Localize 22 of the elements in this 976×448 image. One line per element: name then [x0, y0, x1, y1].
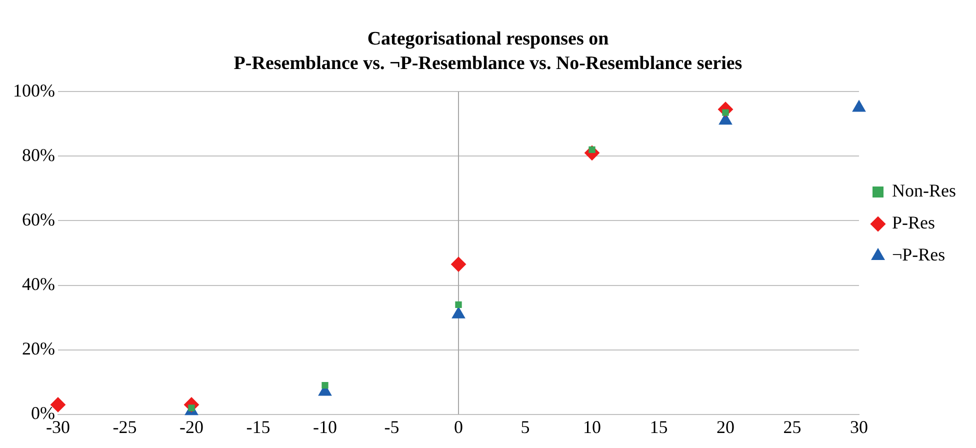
x-tick-label: 0 — [454, 416, 463, 437]
x-tick-label: 5 — [520, 416, 530, 437]
chart-title: Categorisational responses on — [367, 28, 610, 50]
legend-label: Non-Res — [892, 180, 956, 201]
x-tick-label: 10 — [583, 416, 602, 437]
x-tick-label: -10 — [313, 416, 337, 437]
x-tick-label: -20 — [179, 416, 204, 437]
y-tick-label: 60% — [22, 209, 55, 230]
chart-subtitle: P-Resemblance vs. ¬P-Resemblance vs. No-Resemblance series — [234, 53, 742, 74]
x-tick-label: 15 — [650, 416, 668, 437]
x-tick-label: -25 — [112, 416, 137, 437]
y-tick-label: 40% — [22, 274, 55, 294]
legend-label: P-Res — [892, 212, 936, 233]
y-tick-label: 80% — [22, 144, 55, 165]
x-tick-label: 20 — [716, 416, 735, 437]
y-tick-label: 100% — [12, 80, 55, 100]
x-tick-label: 25 — [783, 416, 802, 437]
x-tick-label: -15 — [246, 416, 270, 437]
x-tick-label: 30 — [850, 416, 868, 437]
legend-label: ¬P-Res — [892, 244, 946, 265]
y-tick-label: 20% — [22, 338, 55, 359]
x-tick-label: -5 — [384, 416, 400, 437]
